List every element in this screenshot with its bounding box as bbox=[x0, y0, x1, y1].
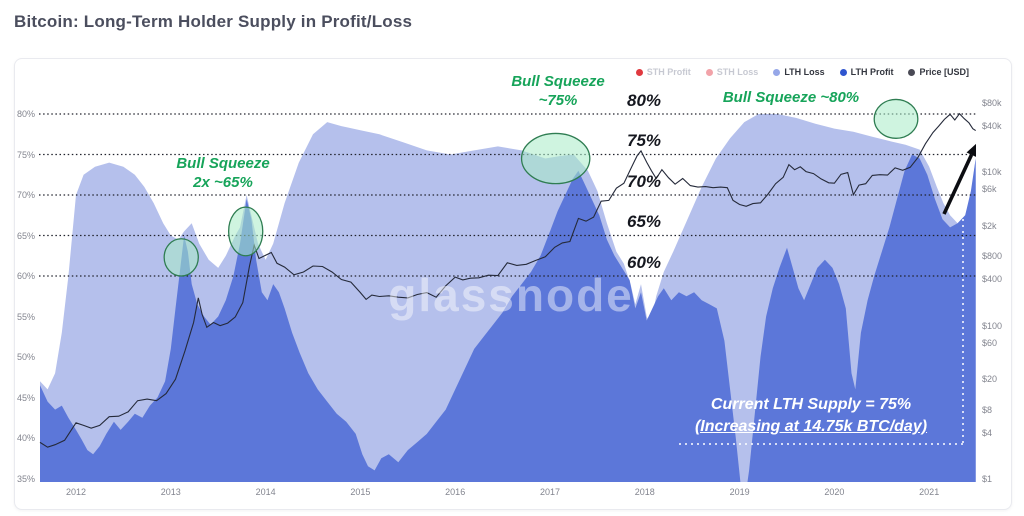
legend-item-lth-profit[interactable]: LTH Profit bbox=[839, 67, 894, 77]
y-axis-right-tick: $10k bbox=[982, 167, 1002, 178]
annotation-line: Bull Squeeze ~80% bbox=[722, 89, 860, 106]
highlight-ellipse-icon bbox=[873, 98, 919, 139]
legend-label: STH Loss bbox=[716, 67, 759, 77]
legend-item-price-usd[interactable]: Price [USD] bbox=[908, 67, 969, 77]
y-axis-right-tick: $1 bbox=[982, 474, 993, 484]
x-axis-tick: 2016 bbox=[445, 487, 466, 497]
page-title: Bitcoin: Long-Term Holder Supply in Prof… bbox=[14, 12, 413, 31]
chart-card: STH Profit STH Loss LTH Loss LTH Profit … bbox=[14, 58, 1012, 510]
annotation-line: Bull Squeeze bbox=[176, 155, 270, 172]
y-axis-left-tick: 65% bbox=[16, 230, 35, 241]
y-axis-left-tick: 40% bbox=[16, 433, 35, 443]
legend-dot-icon bbox=[773, 68, 781, 76]
price-line bbox=[39, 112, 976, 448]
scale-label-80: 80% bbox=[626, 91, 662, 110]
y-axis-left-tick: 45% bbox=[16, 392, 35, 403]
legend-item-sth-loss[interactable]: STH Loss bbox=[705, 67, 759, 77]
annotation-line: (Increasing at 14.75k BTC/day) bbox=[694, 418, 928, 435]
y-axis-left-tick: 60% bbox=[16, 271, 35, 281]
lth-profit-area bbox=[40, 154, 976, 482]
legend-dot-icon bbox=[908, 68, 916, 76]
x-axis-tick: 2015 bbox=[350, 487, 371, 497]
scale-label-60: 60% bbox=[626, 253, 662, 272]
annotation-line: ~75% bbox=[538, 92, 578, 109]
y-axis-right-tick: $4 bbox=[982, 427, 993, 438]
x-axis-tick: 2012 bbox=[65, 487, 87, 497]
y-axis-right-tick: $400 bbox=[982, 274, 1003, 285]
y-axis-left-tick: 35% bbox=[16, 473, 35, 484]
y-axis-left-tick: 75% bbox=[16, 149, 35, 160]
annotation-line: Bull Squeeze bbox=[511, 73, 605, 90]
y-axis-right-tick: $60 bbox=[982, 337, 998, 348]
y-axis-right-tick: $20 bbox=[982, 374, 998, 385]
annotation-bull-squeeze-2017: Bull Squeeze ~75% bbox=[511, 72, 604, 110]
legend-label: LTH Profit bbox=[850, 67, 894, 77]
plot-area: 80% 75% 70% 65% 60% 55% 50% 45% 40% 35% $80k $40k $1… bbox=[17, 73, 1002, 497]
scale-label-70: 70% bbox=[626, 172, 662, 191]
x-axis-tick: 2013 bbox=[160, 487, 181, 497]
y-axis-right-tick: $2k bbox=[982, 220, 997, 231]
legend-dot-icon bbox=[635, 68, 643, 76]
highlight-ellipse-icon bbox=[520, 132, 591, 185]
scale-label-75: 75% bbox=[626, 131, 662, 150]
x-axis-tick: 2017 bbox=[539, 487, 561, 497]
legend-item-sth-profit[interactable]: STH Profit bbox=[635, 67, 691, 77]
x-axis-tick: 2018 bbox=[634, 487, 655, 497]
legend-label: Price [USD] bbox=[919, 67, 969, 77]
x-axis-tick: 2021 bbox=[919, 487, 940, 497]
highlight-ellipse-icon bbox=[163, 238, 199, 277]
x-axis-tick: 2019 bbox=[729, 487, 750, 497]
highlight-ellipse-icon bbox=[227, 206, 264, 257]
y-axis-right-tick: $80k bbox=[982, 98, 1002, 109]
y-axis-right-tick: $800 bbox=[982, 251, 1003, 262]
up-arrow-icon bbox=[942, 154, 974, 215]
y-axis-left-tick: 55% bbox=[16, 311, 35, 322]
up-arrow-head-icon bbox=[966, 143, 976, 157]
scale-label-65: 65% bbox=[626, 212, 662, 231]
legend-label: STH Profit bbox=[646, 67, 691, 77]
annotation-bull-squeeze-2013: Bull Squeeze 2x ~65% bbox=[176, 154, 269, 192]
legend-item-lth-loss[interactable]: LTH Loss bbox=[773, 67, 825, 77]
y-axis-right-tick: $6k bbox=[982, 184, 997, 195]
legend-label: LTH Loss bbox=[784, 67, 825, 77]
y-axis-right-tick: $8 bbox=[982, 404, 993, 415]
legend-dot-icon bbox=[705, 68, 713, 76]
x-axis-tick: 2020 bbox=[824, 487, 845, 497]
y-axis-right-tick: $100 bbox=[982, 320, 1003, 331]
y-axis-left-tick: 50% bbox=[16, 352, 35, 362]
legend-dot-icon bbox=[839, 68, 847, 76]
annotation-bull-squeeze-2020: Bull Squeeze ~80% bbox=[723, 88, 859, 107]
y-axis-right-tick: $40k bbox=[982, 121, 1002, 132]
chart-canvas[interactable] bbox=[39, 86, 976, 482]
y-axis-left-tick: 70% bbox=[16, 190, 35, 200]
chart-legend: STH Profit STH Loss LTH Loss LTH Profit … bbox=[635, 67, 969, 77]
annotation-line: Current LTH Supply = 75% bbox=[710, 396, 912, 413]
annotation-current-lth-supply: Current LTH Supply = 75% (Increasing at … bbox=[695, 394, 927, 438]
x-axis-tick: 2014 bbox=[255, 487, 276, 497]
y-axis-left-tick: 80% bbox=[16, 109, 35, 119]
annotation-line: 2x ~65% bbox=[193, 174, 253, 191]
